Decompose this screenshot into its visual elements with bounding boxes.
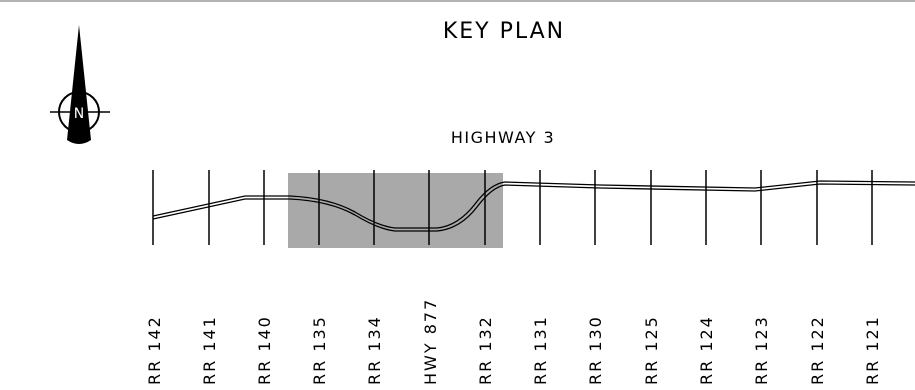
north-arrow-icon: N xyxy=(50,25,110,144)
road-label-rr-130: RR 130 xyxy=(586,315,605,385)
cross-road-labels: RR 142 RR 141 RR 140 RR 135 RR 134 HWY 8… xyxy=(145,298,882,385)
road-label-rr-125: RR 125 xyxy=(642,315,661,385)
road-label-rr-121: RR 121 xyxy=(863,315,882,385)
key-plan-title: KEY PLAN xyxy=(443,19,565,44)
road-label-rr-131: RR 131 xyxy=(531,315,550,385)
road-label-rr-140: RR 140 xyxy=(255,315,274,385)
road-label-rr-124: RR 124 xyxy=(697,315,716,385)
road-label-rr-132: RR 132 xyxy=(476,315,495,385)
road-label-rr-122: RR 122 xyxy=(808,315,827,385)
project-extent-highlight xyxy=(288,173,503,248)
road-label-rr-134: RR 134 xyxy=(365,315,384,385)
road-label-rr-141: RR 141 xyxy=(200,315,219,385)
highway-label: HIGHWAY 3 xyxy=(451,128,555,147)
road-label-rr-123: RR 123 xyxy=(752,315,771,385)
road-label-rr-135: RR 135 xyxy=(310,315,329,385)
north-letter: N xyxy=(74,106,84,122)
road-label-rr-142: RR 142 xyxy=(145,315,164,385)
cross-road-ticks xyxy=(152,170,873,245)
road-label-hwy-877: HWY 877 xyxy=(421,298,440,385)
highway-alignment xyxy=(152,180,915,232)
